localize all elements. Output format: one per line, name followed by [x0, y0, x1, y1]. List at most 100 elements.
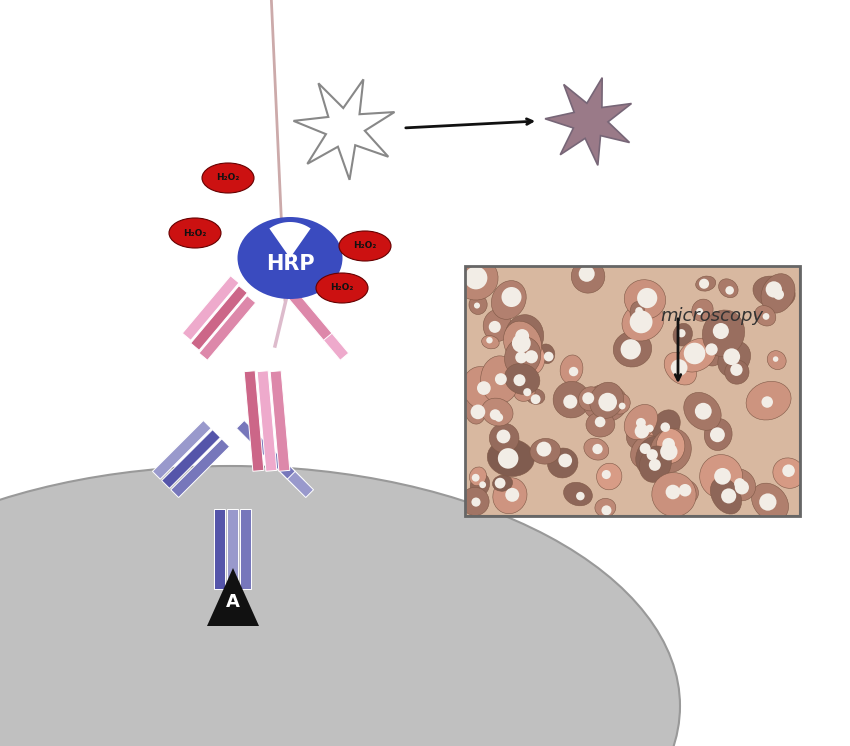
Ellipse shape	[513, 382, 536, 401]
Circle shape	[696, 308, 703, 315]
Ellipse shape	[702, 310, 745, 357]
Circle shape	[598, 392, 617, 411]
Circle shape	[620, 339, 641, 360]
Circle shape	[564, 395, 577, 409]
Circle shape	[734, 480, 749, 495]
Circle shape	[671, 360, 688, 376]
Circle shape	[759, 493, 777, 511]
FancyBboxPatch shape	[465, 266, 800, 516]
Ellipse shape	[656, 429, 685, 463]
Circle shape	[638, 288, 657, 308]
Circle shape	[666, 485, 680, 499]
Circle shape	[723, 348, 740, 365]
Text: A: A	[226, 593, 240, 611]
Circle shape	[495, 413, 503, 421]
Ellipse shape	[678, 338, 717, 372]
Polygon shape	[284, 286, 340, 351]
Circle shape	[774, 289, 784, 300]
Circle shape	[524, 388, 531, 396]
Ellipse shape	[630, 301, 644, 322]
Ellipse shape	[700, 337, 724, 366]
Ellipse shape	[583, 384, 627, 422]
Circle shape	[713, 323, 729, 339]
Circle shape	[505, 488, 519, 502]
Text: H₂O₂: H₂O₂	[184, 228, 207, 237]
Circle shape	[582, 392, 594, 404]
Circle shape	[515, 329, 529, 343]
Ellipse shape	[641, 423, 660, 440]
Ellipse shape	[237, 217, 343, 299]
Circle shape	[766, 281, 782, 298]
Circle shape	[706, 343, 717, 356]
Ellipse shape	[668, 479, 699, 505]
Ellipse shape	[692, 299, 713, 322]
Ellipse shape	[578, 386, 603, 411]
Ellipse shape	[631, 435, 661, 468]
Ellipse shape	[683, 392, 721, 430]
Circle shape	[512, 334, 530, 353]
Polygon shape	[199, 295, 256, 360]
Circle shape	[782, 465, 795, 477]
Ellipse shape	[505, 315, 544, 358]
Circle shape	[662, 438, 675, 451]
Circle shape	[569, 367, 578, 376]
Circle shape	[601, 395, 614, 407]
Ellipse shape	[613, 331, 652, 367]
Ellipse shape	[503, 321, 541, 365]
Ellipse shape	[639, 446, 672, 483]
Ellipse shape	[726, 470, 748, 496]
Circle shape	[640, 443, 650, 454]
Ellipse shape	[690, 342, 711, 367]
Circle shape	[498, 448, 518, 468]
Circle shape	[579, 266, 595, 282]
Circle shape	[495, 373, 507, 385]
Circle shape	[762, 313, 769, 320]
Circle shape	[558, 454, 572, 467]
Ellipse shape	[560, 355, 583, 383]
Polygon shape	[207, 568, 259, 626]
Ellipse shape	[505, 363, 540, 395]
Ellipse shape	[610, 394, 630, 414]
Circle shape	[477, 381, 490, 395]
Ellipse shape	[493, 407, 510, 424]
Circle shape	[694, 403, 711, 420]
Ellipse shape	[753, 276, 795, 308]
Ellipse shape	[202, 163, 254, 193]
Ellipse shape	[624, 280, 666, 319]
Circle shape	[496, 430, 510, 443]
Polygon shape	[152, 421, 211, 479]
Polygon shape	[246, 430, 304, 489]
Ellipse shape	[491, 280, 526, 319]
Circle shape	[728, 494, 734, 499]
Polygon shape	[183, 276, 239, 340]
Circle shape	[486, 337, 493, 343]
Ellipse shape	[526, 389, 545, 404]
Ellipse shape	[553, 381, 590, 418]
Ellipse shape	[586, 412, 615, 437]
Ellipse shape	[595, 498, 615, 517]
Ellipse shape	[538, 344, 555, 363]
Circle shape	[513, 374, 525, 386]
Circle shape	[693, 347, 702, 356]
Circle shape	[536, 442, 552, 457]
Ellipse shape	[725, 360, 749, 384]
Polygon shape	[228, 509, 239, 589]
Circle shape	[524, 350, 538, 363]
Ellipse shape	[717, 342, 751, 377]
Circle shape	[730, 363, 743, 376]
Circle shape	[710, 427, 725, 442]
Ellipse shape	[465, 395, 486, 424]
Ellipse shape	[695, 276, 716, 291]
Ellipse shape	[493, 477, 527, 514]
Ellipse shape	[711, 477, 741, 514]
Circle shape	[660, 443, 677, 460]
Ellipse shape	[316, 273, 368, 303]
Circle shape	[647, 449, 658, 460]
Ellipse shape	[571, 260, 605, 293]
Circle shape	[506, 292, 513, 298]
Polygon shape	[270, 371, 290, 471]
Circle shape	[660, 422, 670, 432]
Circle shape	[495, 477, 506, 489]
Ellipse shape	[700, 454, 743, 498]
Circle shape	[683, 342, 706, 364]
